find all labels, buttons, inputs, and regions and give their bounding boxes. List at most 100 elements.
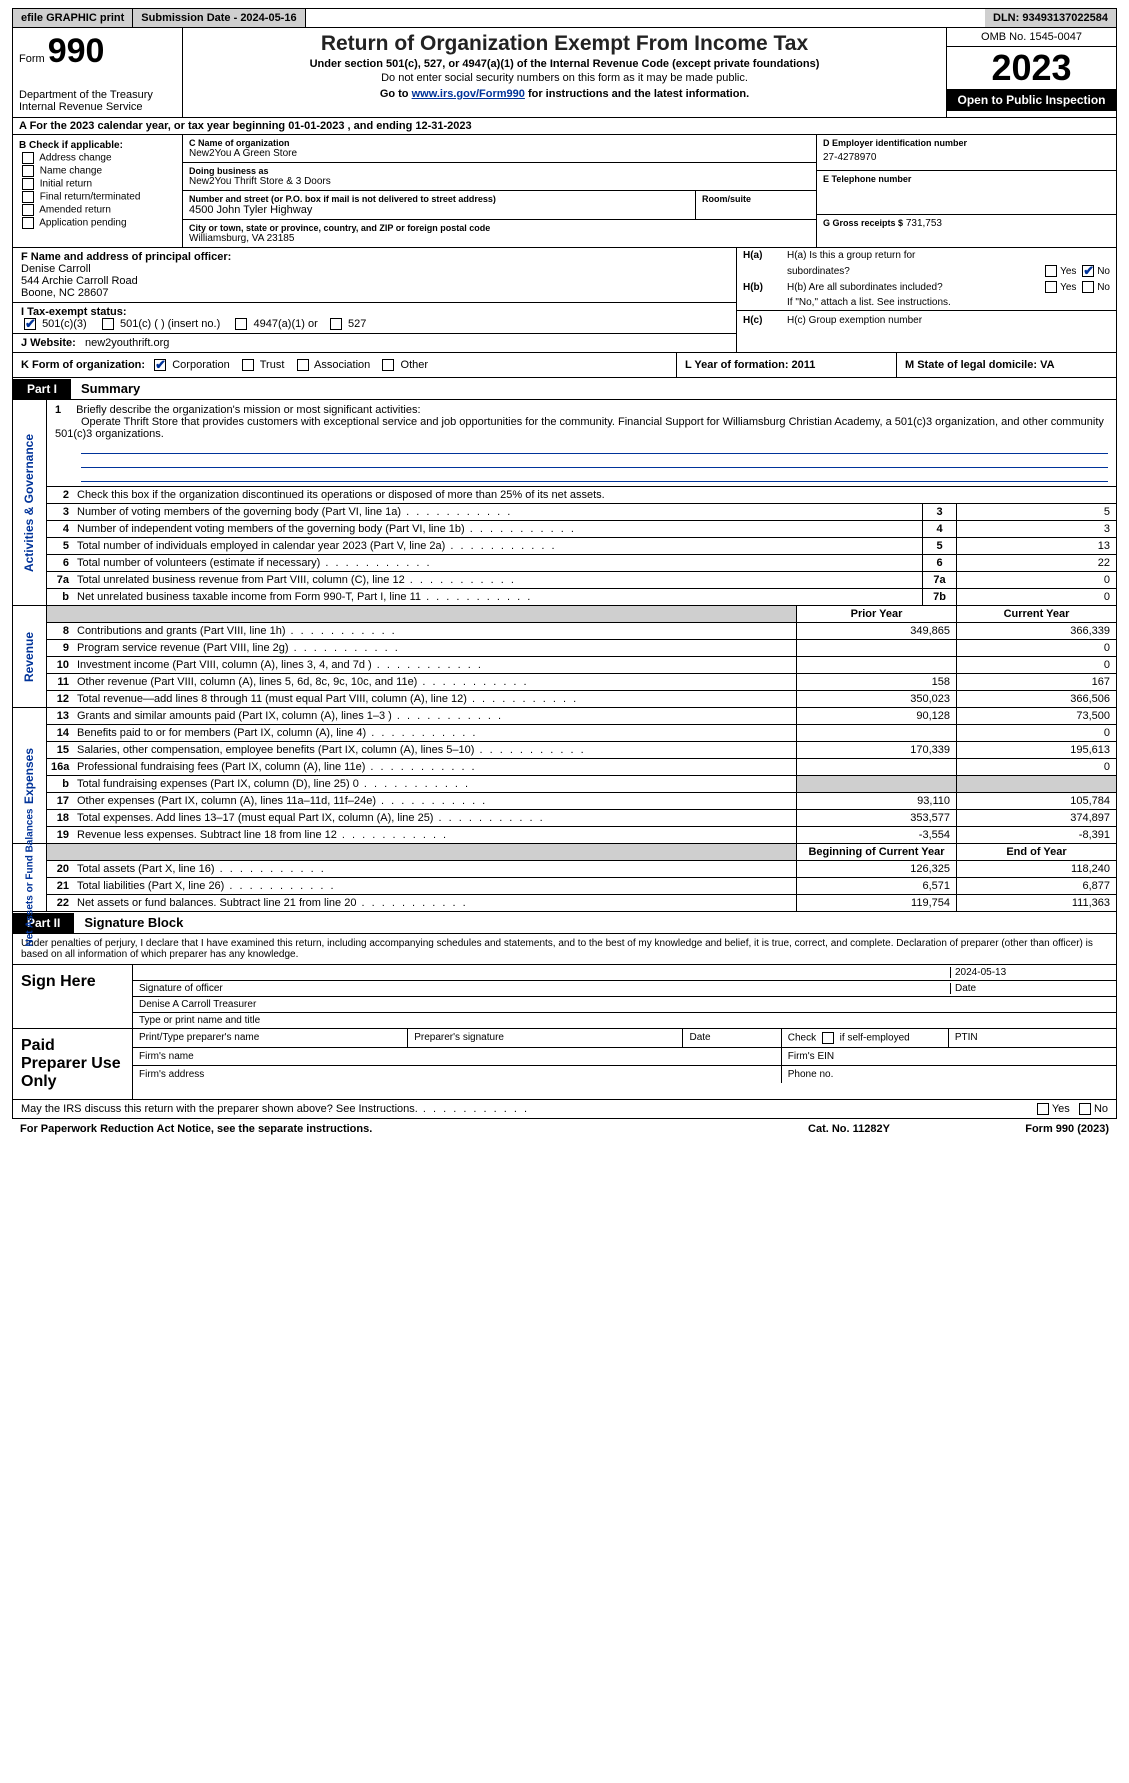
chk-amended[interactable] <box>22 204 34 216</box>
chk-assoc[interactable] <box>297 359 309 371</box>
gov-row: 5Total number of individuals employed in… <box>47 538 1116 555</box>
expense-row: 17Other expenses (Part IX, column (A), l… <box>47 793 1116 810</box>
type-name-label: Type or print name and title <box>139 1015 1110 1026</box>
ha-text: H(a) Is this a group return for <box>787 250 1110 261</box>
expense-row: 13Grants and similar amounts paid (Part … <box>47 708 1116 725</box>
irs-discuss-row: May the IRS discuss this return with the… <box>12 1100 1117 1119</box>
dept-treasury: Department of the Treasury <box>19 89 176 101</box>
revenue-row: 12Total revenue—add lines 8 through 11 (… <box>47 691 1116 707</box>
sign-here-block: Sign Here 2024-05-13 Signature of office… <box>12 965 1117 1029</box>
chk-hb-no[interactable] <box>1082 281 1094 293</box>
room-label: Room/suite <box>702 194 810 204</box>
mission-text: Operate Thrift Store that provides custo… <box>55 416 1104 440</box>
chk-discuss-yes[interactable] <box>1037 1103 1049 1115</box>
row-f-officer: F Name and address of principal officer:… <box>13 248 736 303</box>
part-i-header: Part I Summary <box>12 378 1117 400</box>
revenue-row: 11Other revenue (Part VIII, column (A), … <box>47 674 1116 691</box>
chk-self-employed[interactable] <box>822 1032 834 1044</box>
column-d-ein: D Employer identification number 27-4278… <box>816 135 1116 247</box>
org-name-label: C Name of organization <box>189 138 810 148</box>
dln-label: DLN: 93493137022584 <box>985 9 1116 27</box>
chk-other[interactable] <box>382 359 394 371</box>
gov-row: 3Number of voting members of the governi… <box>47 504 1116 521</box>
address-label: Number and street (or P.O. box if mail i… <box>189 194 689 204</box>
gross-receipts-value: 731,753 <box>906 218 942 229</box>
gross-receipts-label: G Gross receipts $ <box>823 218 903 228</box>
chk-501c3[interactable] <box>24 318 36 330</box>
chk-app-pending[interactable] <box>22 217 34 229</box>
chk-ha-no[interactable] <box>1082 265 1094 277</box>
netassets-row: 22Net assets or fund balances. Subtract … <box>47 895 1116 911</box>
ein-label: D Employer identification number <box>823 138 1110 148</box>
side-revenue: Revenue <box>13 606 47 707</box>
end-year-header: End of Year <box>956 844 1116 860</box>
chk-initial-return[interactable] <box>22 178 34 190</box>
website-value: new2youthrift.org <box>85 337 169 349</box>
form-prefix: Form <box>19 53 45 65</box>
chk-corp[interactable] <box>154 359 166 371</box>
expense-row: 19Revenue less expenses. Subtract line 1… <box>47 827 1116 843</box>
city-value: Williamsburg, VA 23185 <box>189 233 810 244</box>
hb-text: H(b) Are all subordinates included? <box>787 282 1042 293</box>
sign-date: 2024-05-13 <box>950 967 1110 978</box>
chk-name-change[interactable] <box>22 165 34 177</box>
ein-value: 27-4278970 <box>823 148 1110 167</box>
form-header: Form 990 Department of the Treasury Inte… <box>12 28 1117 118</box>
revenue-row: 9Program service revenue (Part VIII, lin… <box>47 640 1116 657</box>
chk-527[interactable] <box>330 318 342 330</box>
telephone-label: E Telephone number <box>823 174 1110 184</box>
row-j-website: J Website: new2youthrift.org <box>13 334 736 352</box>
page-footer: For Paperwork Reduction Act Notice, see … <box>12 1119 1117 1139</box>
tax-year: 2023 <box>947 47 1116 89</box>
side-activities-governance: Activities & Governance <box>13 400 47 605</box>
mission-block: 1 Briefly describe the organization's mi… <box>47 400 1116 487</box>
chk-501c[interactable] <box>102 318 114 330</box>
form-number: 990 <box>48 32 105 70</box>
paid-preparer-block: Paid Preparer Use Only Print/Type prepar… <box>12 1029 1117 1100</box>
gov-row: 4Number of independent voting members of… <box>47 521 1116 538</box>
row-m-state: M State of legal domicile: VA <box>896 353 1116 377</box>
efile-print-label: efile GRAPHIC print <box>13 9 133 27</box>
submission-date: Submission Date - 2024-05-16 <box>133 9 305 27</box>
chk-trust[interactable] <box>242 359 254 371</box>
begin-year-header: Beginning of Current Year <box>796 844 956 860</box>
row-k-form-org: K Form of organization: Corporation Trus… <box>13 353 676 377</box>
chk-hb-yes[interactable] <box>1045 281 1057 293</box>
expense-row: bTotal fundraising expenses (Part IX, co… <box>47 776 1116 793</box>
chk-discuss-no[interactable] <box>1079 1103 1091 1115</box>
org-name: New2You A Green Store <box>189 148 810 159</box>
form-subtitle-3: Go to www.irs.gov/Form990 for instructio… <box>189 88 940 100</box>
city-label: City or town, state or province, country… <box>189 223 810 233</box>
prior-year-header: Prior Year <box>796 606 956 622</box>
revenue-row: 8Contributions and grants (Part VIII, li… <box>47 623 1116 640</box>
part-ii-header: Part II Signature Block <box>12 912 1117 934</box>
dba-label: Doing business as <box>189 166 810 176</box>
row-i-tax-exempt: I Tax-exempt status: 501(c)(3) 501(c) ( … <box>13 303 736 334</box>
expense-row: 18Total expenses. Add lines 13–17 (must … <box>47 810 1116 827</box>
chk-4947[interactable] <box>235 318 247 330</box>
row-a-tax-year: A For the 2023 calendar year, or tax yea… <box>12 118 1117 135</box>
form-title: Return of Organization Exempt From Incom… <box>189 32 940 56</box>
dba-value: New2You Thrift Store & 3 Doors <box>189 176 810 187</box>
row-l-year: L Year of formation: 2011 <box>676 353 896 377</box>
irs-link[interactable]: www.irs.gov/Form990 <box>412 88 525 100</box>
gov-row: bNet unrelated business taxable income f… <box>47 589 1116 605</box>
current-year-header: Current Year <box>956 606 1116 622</box>
form-subtitle-2: Do not enter social security numbers on … <box>189 72 940 84</box>
chk-final-return[interactable] <box>22 191 34 203</box>
col-b-header: B Check if applicable: <box>19 140 176 151</box>
expense-row: 15Salaries, other compensation, employee… <box>47 742 1116 759</box>
netassets-row: 21Total liabilities (Part X, line 26)6,5… <box>47 878 1116 895</box>
open-to-public: Open to Public Inspection <box>947 89 1116 111</box>
chk-ha-yes[interactable] <box>1045 265 1057 277</box>
revenue-row: 10Investment income (Part VIII, column (… <box>47 657 1116 674</box>
officer-name: Denise A Carroll Treasurer <box>139 999 1110 1010</box>
gov-row: 7aTotal unrelated business revenue from … <box>47 572 1116 589</box>
signature-declaration: Under penalties of perjury, I declare th… <box>12 934 1117 965</box>
side-net-assets: Net Assets or Fund Balances <box>13 844 47 911</box>
form-subtitle-1: Under section 501(c), 527, or 4947(a)(1)… <box>189 58 940 70</box>
chk-address-change[interactable] <box>22 152 34 164</box>
expense-row: 14Benefits paid to or for members (Part … <box>47 725 1116 742</box>
column-c-org-info: C Name of organization New2You A Green S… <box>183 135 816 247</box>
column-b-checkboxes: B Check if applicable: Address change Na… <box>13 135 183 247</box>
